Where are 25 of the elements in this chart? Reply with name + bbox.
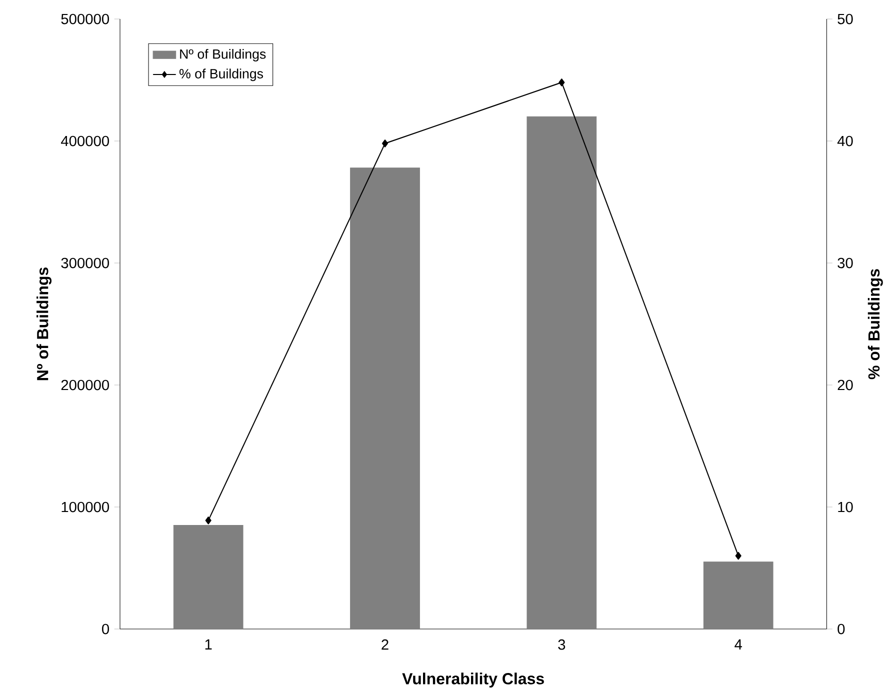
point bbox=[735, 552, 742, 560]
point bbox=[558, 78, 565, 86]
y-tick-label: 500000 bbox=[61, 14, 109, 24]
x-tick-label: 4 bbox=[734, 639, 742, 650]
x-tick-label: 3 bbox=[558, 639, 566, 650]
legend-label: % of Buildings bbox=[180, 68, 264, 82]
y-axis-title: Nº of Buildings bbox=[36, 268, 52, 380]
y2-tick-label: 20 bbox=[838, 380, 853, 390]
x-tick-label: 1 bbox=[205, 639, 212, 650]
y-tick-label: 400000 bbox=[60, 136, 109, 146]
x-axis-title: Vulnerability Class bbox=[402, 672, 544, 688]
point bbox=[382, 140, 388, 148]
y2-tick-label: 40 bbox=[837, 136, 853, 146]
y2-tick-label: 30 bbox=[838, 258, 853, 268]
y2-tick-label: 50 bbox=[838, 14, 853, 24]
y-tick-label: 100000 bbox=[62, 502, 109, 512]
y-tick-label: 200000 bbox=[61, 380, 109, 390]
y2-tick-label: 0 bbox=[838, 624, 845, 634]
y2-tick-label: 10 bbox=[838, 502, 853, 512]
y2-axis-title: % of Buildings bbox=[868, 269, 883, 380]
legend-label: Nº of Buildings bbox=[180, 48, 266, 62]
x-tick-label: 2 bbox=[382, 639, 388, 650]
y-tick-label: 0 bbox=[102, 624, 110, 634]
point bbox=[205, 516, 212, 524]
y-tick-label: 300000 bbox=[61, 258, 109, 268]
